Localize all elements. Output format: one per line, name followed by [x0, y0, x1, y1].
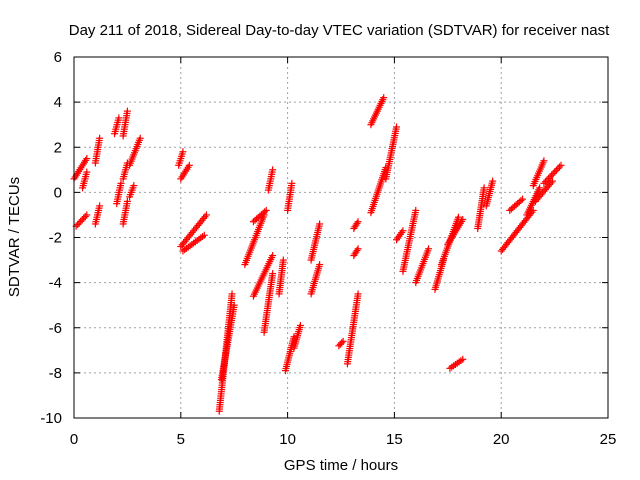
data-point — [83, 211, 91, 219]
data-point — [555, 163, 563, 171]
data-point — [353, 219, 361, 227]
y-tick-label: 4 — [54, 94, 62, 111]
y-tick-label: 2 — [54, 139, 62, 156]
data-point — [269, 270, 277, 278]
x-tick-label: 15 — [386, 431, 403, 448]
x-axis-label: GPS time / hours — [284, 457, 398, 474]
data-point — [543, 176, 551, 184]
y-tick-label: -6 — [49, 320, 62, 337]
data-point — [540, 179, 548, 187]
data-point — [519, 195, 527, 203]
data-point — [354, 290, 362, 298]
data-point — [262, 206, 270, 214]
chart-title: Day 211 of 2018, Sidereal Day-to-day VTE… — [69, 22, 610, 39]
data-point — [316, 261, 324, 269]
data-point — [81, 213, 89, 221]
data-point — [200, 231, 208, 239]
data-point — [536, 184, 544, 192]
data-point — [115, 114, 123, 122]
data-point — [552, 166, 560, 174]
data-point — [425, 245, 433, 253]
data-point — [136, 134, 144, 142]
y-axis-label: SDTVAR / TECUs — [6, 177, 23, 297]
data-point — [202, 211, 210, 219]
y-tick-label: 0 — [54, 184, 62, 201]
data-point — [279, 256, 287, 264]
data-point — [130, 182, 138, 190]
data-point — [96, 202, 104, 210]
data-point — [541, 178, 549, 186]
data-point — [228, 290, 236, 298]
data-point — [339, 337, 347, 345]
x-tick-label: 0 — [70, 431, 78, 448]
data-point — [353, 246, 361, 254]
data-point — [269, 166, 277, 174]
data-points — [70, 94, 565, 415]
data-point — [548, 177, 556, 185]
data-point — [549, 170, 557, 178]
data-point — [75, 219, 83, 227]
data-point — [489, 177, 497, 185]
data-point — [77, 217, 85, 225]
data-point — [179, 148, 187, 156]
axis-ticks: 0 5 10 15 20 25 -10 -8 -6 -4 -2 0 2 4 6 — [40, 49, 616, 448]
data-point — [480, 184, 488, 192]
data-point — [354, 218, 362, 226]
data-point — [261, 208, 269, 216]
data-point — [230, 301, 238, 309]
x-tick-label: 5 — [177, 431, 185, 448]
data-point — [548, 171, 556, 179]
data-point — [96, 134, 104, 142]
y-tick-label: -10 — [40, 410, 62, 427]
data-point — [83, 155, 91, 163]
x-tick-label: 25 — [600, 431, 617, 448]
data-point — [338, 339, 346, 347]
data-point — [316, 220, 324, 228]
data-point — [412, 206, 420, 214]
data-point — [557, 161, 565, 169]
data-point — [185, 161, 193, 169]
data-point — [454, 213, 462, 221]
data-point — [123, 107, 131, 115]
data-point — [554, 165, 562, 173]
data-point — [399, 227, 407, 235]
data-point — [83, 168, 91, 176]
data-point — [393, 123, 401, 131]
data-point — [517, 197, 525, 205]
data-point — [547, 179, 555, 187]
x-tick-label: 20 — [493, 431, 510, 448]
data-point — [288, 179, 296, 187]
data-point — [80, 214, 88, 222]
data-point — [546, 173, 554, 181]
data-point — [354, 245, 362, 253]
data-point — [117, 179, 125, 187]
data-point — [123, 197, 131, 205]
x-tick-label: 10 — [279, 431, 296, 448]
data-point — [545, 174, 553, 182]
data-point — [380, 94, 388, 102]
data-point — [296, 321, 304, 329]
data-point — [459, 215, 467, 223]
data-point — [269, 252, 277, 260]
data-point — [78, 216, 86, 224]
y-tick-label: -8 — [49, 365, 62, 382]
data-point — [459, 355, 467, 363]
y-tick-label: 6 — [54, 49, 62, 66]
y-tick-label: -2 — [49, 230, 62, 247]
data-point — [551, 168, 559, 176]
grid-layer — [74, 57, 608, 418]
data-point — [540, 157, 548, 165]
y-tick-label: -4 — [49, 275, 62, 292]
data-point — [74, 221, 82, 229]
